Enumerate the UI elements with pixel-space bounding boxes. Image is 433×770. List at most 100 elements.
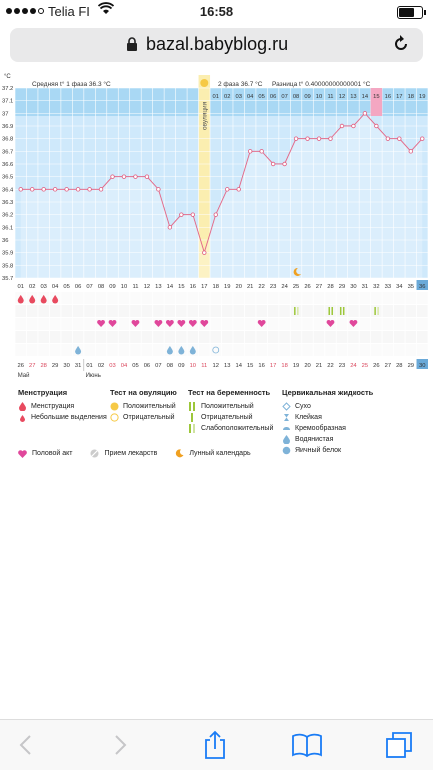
event-cell (267, 318, 279, 330)
tabs-button[interactable] (382, 728, 416, 762)
event-cell (61, 344, 72, 356)
temperature-point (156, 187, 161, 192)
legend-menstruation: Менструация (31, 403, 75, 410)
cervical-drop-icon (166, 346, 173, 355)
event-cell (153, 305, 164, 317)
date-label: 08 (167, 363, 173, 369)
event-cell (416, 318, 428, 330)
heart-icon (177, 319, 186, 327)
top-day-label: 17 (396, 94, 402, 100)
event-cell (302, 305, 313, 317)
event-cell (130, 305, 141, 317)
y-tick-label: 36.6 (2, 162, 13, 168)
top-day-label: 12 (339, 94, 345, 100)
date-label: 25 (362, 363, 368, 369)
date-label: 30 (419, 363, 425, 369)
date-label: 19 (293, 363, 299, 369)
bookmarks-button[interactable] (290, 728, 324, 762)
event-cell (130, 344, 141, 356)
heart-icon (349, 319, 358, 327)
date-label: 18 (281, 363, 287, 369)
temperature-point (397, 136, 402, 141)
heart-icon (97, 319, 105, 327)
event-cell (244, 305, 256, 317)
temperature-point (144, 174, 150, 179)
date-label: 28 (396, 363, 402, 369)
event-cell (393, 318, 405, 330)
cycle-day-label: 16 (190, 284, 196, 290)
event-cell (95, 331, 107, 343)
event-cell (348, 331, 359, 343)
cycle-day-label: 27 (316, 284, 322, 290)
event-cell (221, 344, 233, 356)
event-cell (221, 331, 233, 343)
event-cell (405, 331, 417, 343)
event-cell (233, 344, 245, 356)
date-label: 10 (190, 363, 196, 369)
date-label: 09 (178, 363, 184, 369)
event-cell (118, 344, 130, 356)
top-day-label: 04 (247, 94, 254, 100)
cycle-day-label: 32 (373, 284, 379, 290)
temperature-point (362, 111, 368, 116)
event-cell (267, 331, 279, 343)
event-cell (267, 344, 279, 356)
phase2-label: 2 фаза 36.7 °C (218, 80, 263, 88)
forward-button[interactable] (104, 728, 138, 762)
event-cell (416, 305, 428, 317)
date-label: 15 (247, 363, 253, 369)
temperature-point (75, 187, 81, 192)
y-tick-label: 37.1 (2, 99, 13, 105)
pill-icon (90, 449, 99, 458)
top-day-label: 11 (327, 94, 333, 100)
heart-icon (18, 449, 27, 458)
y-tick-label: 36.1 (2, 225, 13, 231)
event-cell (84, 305, 95, 317)
small-drop-icon (18, 413, 27, 422)
event-cell (141, 292, 153, 304)
event-cell (84, 292, 95, 304)
back-button[interactable] (8, 728, 42, 762)
event-cell (359, 292, 371, 304)
cycle-day-label: 07 (86, 284, 92, 290)
y-tick-label: 36 (2, 238, 8, 244)
date-label: 02 (98, 363, 104, 369)
highlight-day (370, 88, 383, 116)
event-cell (244, 292, 256, 304)
book-icon (292, 733, 322, 758)
legend-ov-negative: Отрицательный (123, 414, 175, 421)
event-cell (279, 292, 290, 304)
event-cell (359, 305, 371, 317)
event-cell (153, 292, 164, 304)
blood-drop-icon (17, 295, 24, 304)
top-day-label: 06 (270, 94, 276, 100)
url-text[interactable]: bazal.babyblog.ru (146, 34, 289, 54)
temperature-point (385, 136, 391, 141)
event-cell (141, 331, 153, 343)
cycle-day-label: 31 (362, 284, 368, 290)
cycle-day-label: 29 (339, 284, 345, 290)
event-cell (130, 331, 141, 343)
cycle-day-label: 18 (213, 284, 219, 290)
temperature-point (282, 161, 287, 167)
top-day-label: 16 (385, 94, 391, 100)
temperature-point (316, 136, 322, 141)
event-cell (15, 331, 27, 343)
event-cell (118, 318, 130, 330)
event-cell (49, 331, 61, 343)
reload-icon[interactable] (391, 34, 411, 59)
address-bar[interactable]: bazal.babyblog.ru (10, 28, 423, 62)
pregnancy-negative-icon (188, 413, 197, 422)
y-tick-label: 36.2 (2, 213, 13, 219)
event-cell (336, 344, 348, 356)
date-label: 14 (235, 363, 242, 369)
event-cell (382, 305, 394, 317)
legend-sex: Половой акт (32, 450, 73, 457)
cycle-day-label: 35 (408, 284, 414, 290)
blood-drop-icon (18, 402, 27, 411)
share-button[interactable] (198, 728, 232, 762)
current-day-marker (416, 280, 428, 290)
carrier-name: Telia FI (48, 4, 90, 19)
event-cell (72, 331, 84, 343)
temperature-point (190, 212, 196, 217)
